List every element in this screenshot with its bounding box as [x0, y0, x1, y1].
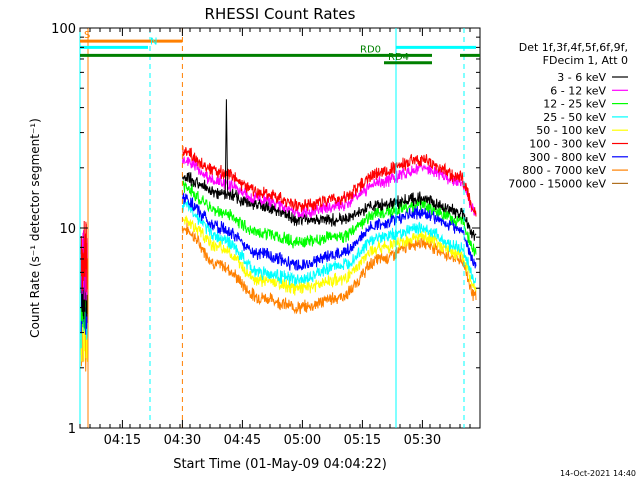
x-tick-label: 05:30	[404, 433, 441, 448]
legend-header-line-2: FDecim 1, Att 0	[543, 54, 628, 67]
legend-header-line-1: Det 1f,3f,4f,5f,6f,9f,	[519, 41, 628, 54]
y-axis-label: Count Rate (s⁻¹ detector segment⁻¹)	[28, 118, 42, 338]
y-tick-label: 10	[59, 222, 76, 237]
data-series-group	[80, 99, 477, 372]
legend-label: 6 - 12 keV	[550, 84, 606, 97]
state-bar-label: N	[150, 36, 157, 47]
series-line-7	[181, 222, 477, 315]
series-line-0	[181, 171, 477, 241]
legend-label: 300 - 800 keV	[529, 151, 606, 164]
x-tick-label: 04:45	[224, 433, 261, 448]
legend: Det 1f,3f,4f,5f,6f,9f, FDecim 1, Att 0 3…	[508, 41, 628, 190]
x-tick-label: 05:00	[284, 433, 321, 448]
x-axis-label: Start Time (01-May-09 04:04:22)	[173, 457, 387, 472]
legend-label: 3 - 6 keV	[557, 71, 606, 84]
series-line-4	[181, 215, 477, 296]
legend-label: 7000 - 15000 keV	[508, 177, 606, 190]
series-line-3	[181, 199, 477, 287]
x-tick-label: 04:30	[164, 433, 201, 448]
timestamp: 14-Oct-2021 14:40	[560, 469, 636, 478]
axes-group: 1 10 100 04:15 04:30 04:45 05:00 05:15 05:30	[51, 22, 481, 448]
legend-label: 12 - 25 keV	[543, 98, 606, 111]
series-line-6	[181, 191, 477, 271]
state-bar-label: RD0	[360, 44, 381, 55]
x-tick-label: 04:15	[104, 433, 141, 448]
series-line-2	[181, 180, 477, 257]
legend-label: 800 - 7000 keV	[522, 164, 606, 177]
x-tick-label: 05:15	[344, 433, 381, 448]
series-burst-5	[80, 220, 89, 293]
legend-label: 100 - 300 keV	[529, 138, 606, 151]
legend-label: 25 - 50 keV	[543, 111, 606, 124]
legend-label: 50 - 100 keV	[536, 124, 606, 137]
state-bar-label: RD4	[388, 52, 409, 63]
chart-title: RHESSI Count Rates	[205, 5, 356, 23]
series-line-5	[181, 145, 477, 217]
series-spike	[224, 99, 229, 199]
state-bar-label: S	[84, 30, 90, 41]
y-tick-label: 1	[68, 422, 76, 437]
y-tick-label: 100	[51, 22, 76, 37]
series-line-1	[181, 156, 477, 219]
